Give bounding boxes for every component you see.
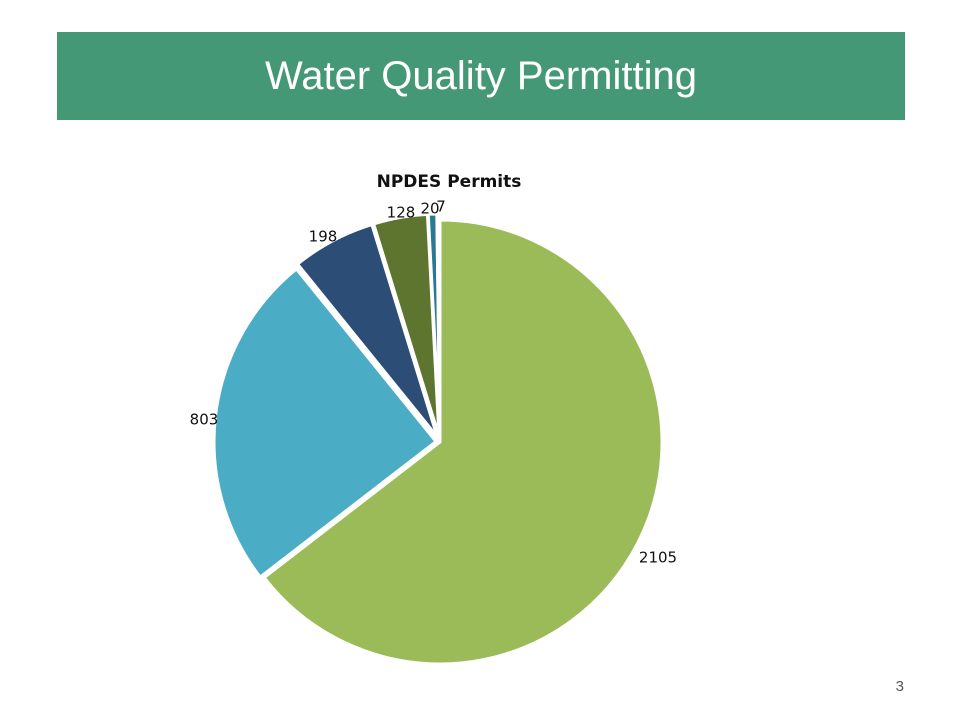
data-label-7: 7 <box>436 198 446 216</box>
data-label-2105: 2105 <box>639 549 677 567</box>
pie-slice-198 <box>295 222 439 438</box>
page-number: 3 <box>895 678 904 695</box>
data-label-803: 803 <box>190 411 219 429</box>
data-label-128: 128 <box>387 204 416 222</box>
pie-slice-2105 <box>262 218 664 666</box>
title-banner: Water Quality Permitting <box>57 32 905 120</box>
pie-slice-7 <box>435 212 442 437</box>
chart-title: NPDES Permits <box>377 172 522 192</box>
pie-slices <box>212 212 664 666</box>
pie-slice-803 <box>212 266 439 580</box>
slide-title: Water Quality Permitting <box>265 53 697 98</box>
data-label-198: 198 <box>309 228 338 246</box>
pie-labels: 2105 803 198 128 207 <box>190 198 677 567</box>
data-label-20: 20 <box>420 200 439 218</box>
